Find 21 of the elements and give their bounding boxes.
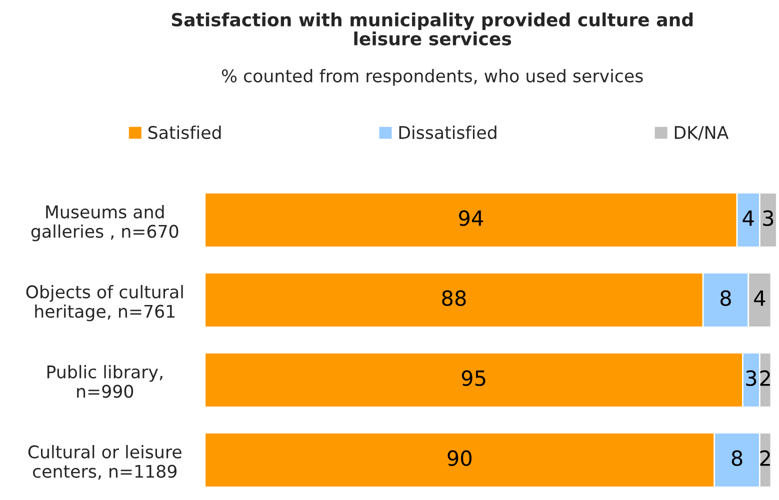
legend-label: Satisfied xyxy=(148,126,221,140)
data-label: 4 xyxy=(754,290,766,306)
data-label: 8 xyxy=(720,290,731,306)
y-tick-label: Objects of cultural heritage, n=761 xyxy=(26,285,183,322)
legend-label: DK/NA xyxy=(674,126,729,140)
y-tick-label: Public library, n=990 xyxy=(47,365,162,398)
chart-title: Satisfaction with municipality provided culture and leisure services xyxy=(172,12,693,46)
data-label: 95 xyxy=(462,370,486,386)
data-label: 4 xyxy=(742,210,754,226)
data-label: 88 xyxy=(442,290,466,306)
data-label: 3 xyxy=(746,370,756,386)
data-label: 90 xyxy=(448,450,472,466)
y-tick-label: Cultural or leisure centers, n=1189 xyxy=(28,445,182,480)
data-label: 3 xyxy=(763,210,774,226)
data-label: 2 xyxy=(760,370,770,386)
data-label: 94 xyxy=(459,210,484,226)
data-label: 2 xyxy=(760,450,770,466)
legend-label: Dissatisfied xyxy=(399,126,496,140)
y-tick-label: Museums and galleries , n=670 xyxy=(31,205,178,242)
data-label: 8 xyxy=(732,450,742,466)
chart-subtitle: % counted from respondents, who used services xyxy=(222,69,643,86)
